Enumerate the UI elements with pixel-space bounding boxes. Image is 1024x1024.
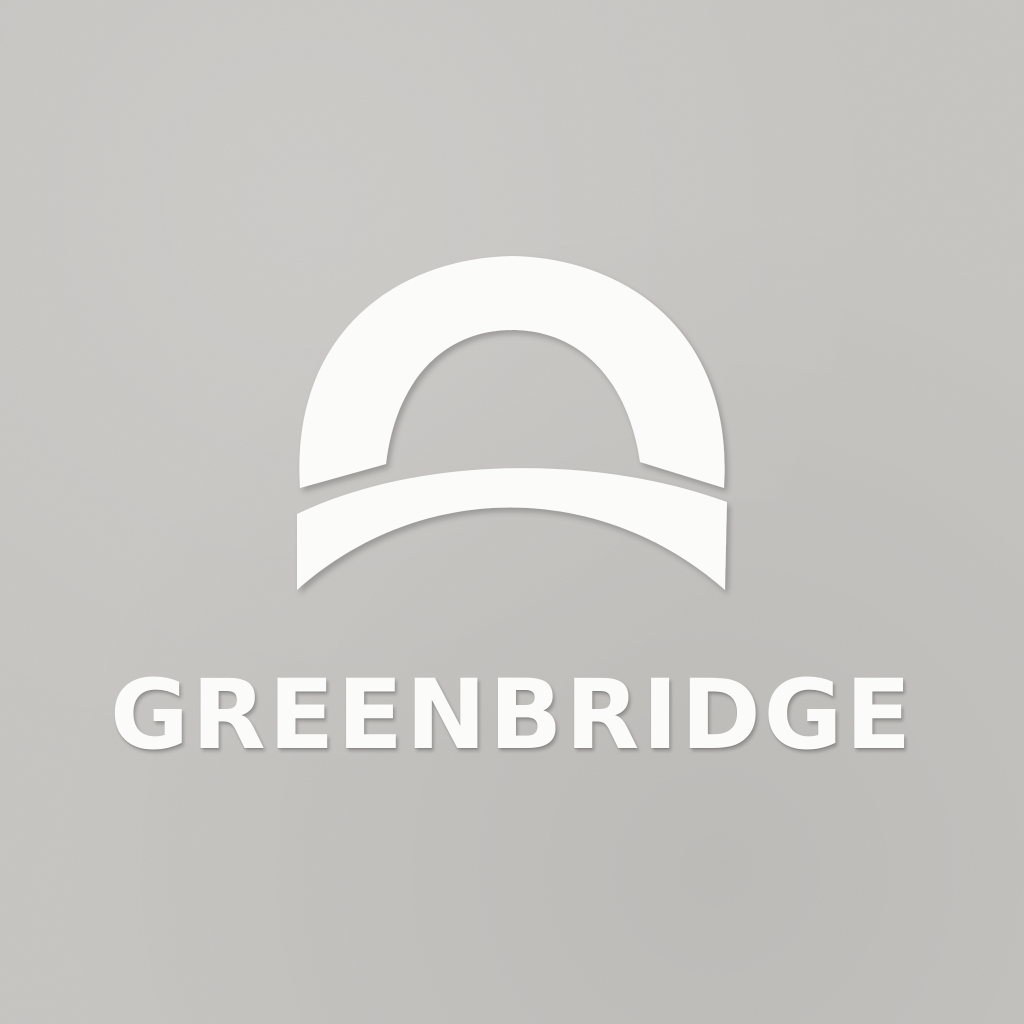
lower-deck-shape [297, 468, 727, 590]
upper-arch-shape [299, 256, 725, 488]
brand-wordmark: GREENBRIDGE [109, 659, 915, 771]
